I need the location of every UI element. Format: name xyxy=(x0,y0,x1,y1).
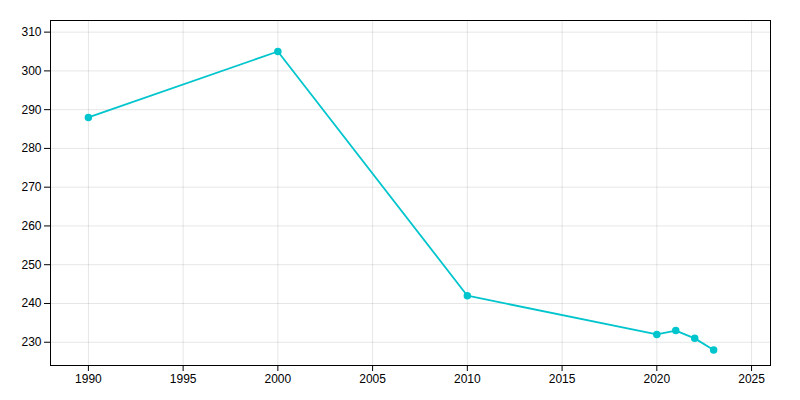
svg-text:2025: 2025 xyxy=(738,372,765,386)
svg-text:2010: 2010 xyxy=(454,372,481,386)
svg-text:2020: 2020 xyxy=(643,372,670,386)
svg-text:1995: 1995 xyxy=(170,372,197,386)
svg-text:1990: 1990 xyxy=(75,372,102,386)
svg-text:2000: 2000 xyxy=(265,372,292,386)
svg-text:280: 280 xyxy=(21,141,41,155)
svg-text:300: 300 xyxy=(21,64,41,78)
svg-text:2015: 2015 xyxy=(549,372,576,386)
svg-text:230: 230 xyxy=(21,335,41,349)
svg-text:260: 260 xyxy=(21,219,41,233)
svg-text:250: 250 xyxy=(21,258,41,272)
svg-text:310: 310 xyxy=(21,25,41,39)
svg-text:240: 240 xyxy=(21,296,41,310)
svg-text:290: 290 xyxy=(21,102,41,116)
svg-text:2005: 2005 xyxy=(359,372,386,386)
svg-text:270: 270 xyxy=(21,180,41,194)
